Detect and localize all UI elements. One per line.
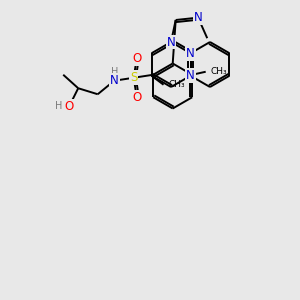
Text: O: O [132,91,141,104]
Text: S: S [130,71,137,84]
Text: H: H [110,67,118,77]
Text: N: N [167,35,176,49]
Text: N: N [186,47,195,60]
Text: N: N [194,11,203,24]
Text: CH₃: CH₃ [210,67,227,76]
Text: O: O [132,52,141,65]
Text: H: H [55,101,62,111]
Text: O: O [64,100,74,113]
Text: N: N [186,69,195,82]
Text: CH₃: CH₃ [168,80,185,89]
Text: N: N [110,74,118,87]
